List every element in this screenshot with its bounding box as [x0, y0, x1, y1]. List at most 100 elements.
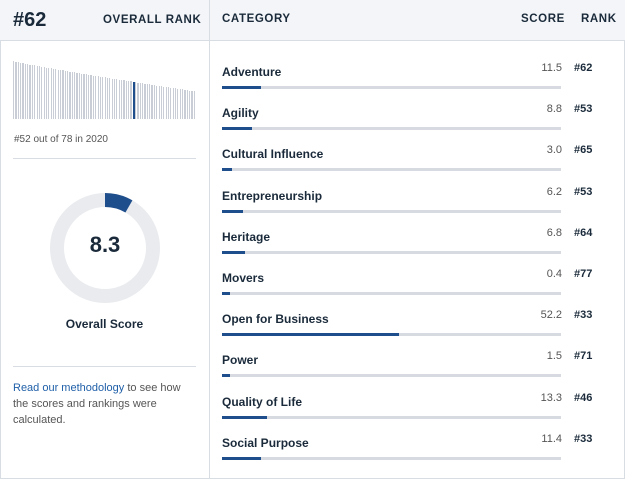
divider [13, 158, 196, 159]
rank-bar [125, 80, 127, 119]
category-row: Open for Business 52.2 #33 [222, 309, 612, 350]
category-name: Social Purpose [222, 435, 309, 450]
rank-bar [57, 69, 59, 119]
category-row: Movers 0.4 #77 [222, 268, 612, 309]
category-name: Quality of Life [222, 394, 303, 409]
rank-bar [104, 77, 106, 119]
rank-bar [95, 75, 97, 119]
rank-bar [135, 82, 137, 119]
rank-bar [123, 80, 125, 119]
score-bar-track [222, 209, 561, 213]
rank-bar [85, 74, 87, 119]
category-row: Heritage 6.8 #64 [222, 227, 612, 268]
rank-bar [83, 73, 85, 119]
category-rank: #33 [574, 309, 593, 322]
score-bar-fill [222, 209, 243, 213]
score-bar-track [222, 456, 561, 460]
rank-bar [43, 67, 45, 119]
rank-bar [113, 78, 116, 119]
score-bar-fill [222, 292, 230, 295]
category-score: 11.4 [541, 432, 562, 445]
rank-bar [189, 90, 191, 119]
rank-bar [24, 63, 26, 119]
rank-bar [59, 70, 62, 119]
divider [13, 366, 196, 367]
rank-bar [170, 87, 172, 119]
rank-bar [69, 71, 71, 119]
rank-bar [163, 86, 165, 119]
score-bar-fill [222, 333, 399, 337]
rank-bar [55, 69, 57, 119]
category-name: Movers [222, 271, 265, 285]
rank-bar [130, 81, 132, 119]
category-rank: #71 [574, 350, 593, 363]
donut-score-arc [50, 193, 160, 303]
score-bar-track [222, 127, 561, 131]
category-rank: #65 [574, 144, 593, 157]
category-name: Entrepreneurship [222, 188, 323, 203]
rank-bar [41, 66, 43, 119]
score-bar-fill [222, 456, 261, 460]
rank-bar [153, 85, 156, 119]
score-bar-track [222, 86, 561, 89]
methodology-link[interactable]: Read our methodology [13, 382, 125, 394]
rank-bar [71, 72, 73, 119]
category-row: Entrepreneurship 6.2 #53 [222, 186, 612, 227]
rank-bar [97, 76, 99, 119]
rank-bar [38, 66, 41, 119]
rank-bar [92, 75, 95, 119]
category-rank: #46 [574, 391, 593, 404]
category-row: Cultural Influence 3.0 #65 [222, 144, 612, 185]
category-score: 1.5 [546, 350, 562, 363]
rank-bar [179, 89, 181, 119]
rank-bar [156, 85, 158, 119]
score-bar-track [222, 292, 561, 295]
rank-bar [34, 65, 36, 119]
score-bar-track [222, 333, 561, 337]
score-bar-track [222, 168, 561, 172]
rank-bar [146, 84, 148, 119]
rank-bar [17, 62, 19, 119]
rank-bar [102, 77, 104, 119]
rank-bar [50, 68, 52, 119]
rank-bar [15, 61, 17, 119]
category-row: Social Purpose 11.4 #33 [222, 433, 612, 474]
overall-rank-label: OVERALL RANK [103, 14, 202, 26]
category-row: Agility 8.8 #53 [222, 103, 612, 144]
rank-bar [186, 90, 188, 119]
rank-bar [120, 80, 123, 119]
rank-bar [167, 87, 170, 119]
category-rank: #77 [574, 268, 593, 280]
rank-bar [111, 78, 113, 119]
category-column-header: CATEGORY [222, 13, 291, 25]
score-bar-fill [222, 374, 230, 378]
methodology-text: to see how the scores and rankings were … [13, 382, 181, 426]
category-score: 8.8 [546, 103, 562, 116]
category-score: 6.8 [546, 226, 562, 239]
category-row: Adventure 11.5 #62 [222, 62, 612, 103]
score-bar-fill [222, 168, 233, 172]
category-rank: #33 [574, 432, 593, 445]
rank-bar [88, 74, 90, 119]
category-name: Power [222, 353, 259, 368]
rank-bar [149, 84, 151, 119]
score-bar-fill [222, 415, 268, 419]
rank-bar [74, 72, 76, 119]
category-rank: #62 [574, 62, 593, 74]
score-bar-fill [222, 127, 252, 131]
score-bar-fill [222, 86, 261, 89]
rank-bar [22, 63, 24, 119]
rank-bar [78, 73, 80, 119]
rank-bar [151, 84, 153, 119]
rank-bar [142, 83, 144, 119]
category-row: Quality of Life 13.3 #46 [222, 392, 612, 433]
rank-bar [118, 79, 120, 119]
rank-bar [139, 82, 141, 119]
rank-bar [177, 88, 179, 119]
rank-bar [160, 86, 163, 119]
rank-bar [109, 78, 111, 119]
rank-note: #52 out of 78 in 2020 [14, 134, 108, 145]
rank-bar [67, 71, 69, 119]
rank-bar [36, 65, 38, 119]
rank-bar [165, 86, 167, 119]
